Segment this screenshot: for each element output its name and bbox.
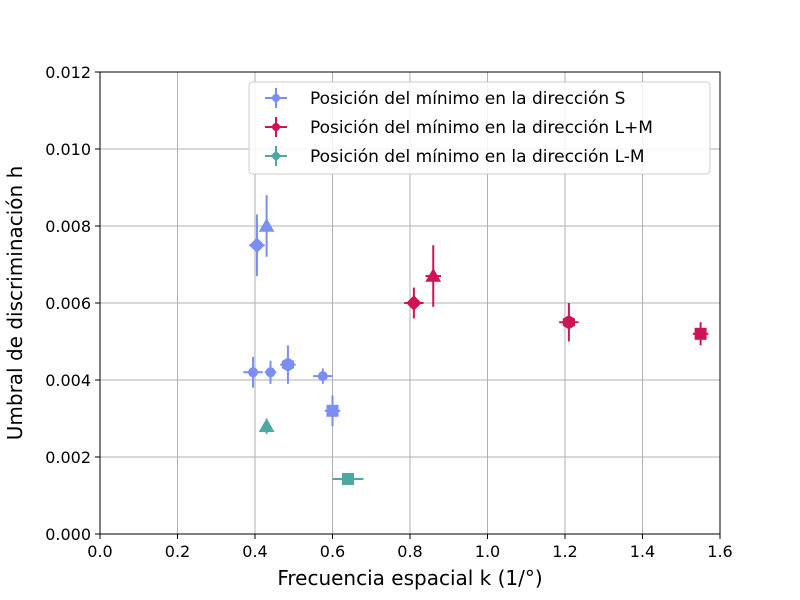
y-axis-label: Umbral de discriminación h <box>3 166 27 440</box>
data-point <box>324 395 341 427</box>
data-point <box>559 303 579 342</box>
legend-label: Posición del mínimo en la dirección L-M <box>310 147 645 167</box>
data-point <box>258 418 275 434</box>
y-axis-ticks: 0.000 0.002 0.004 0.006 0.008 0.010 0.012 <box>45 63 100 544</box>
y-tick-label: 0.004 <box>45 371 91 390</box>
y-tick-label: 0.006 <box>45 294 91 313</box>
series-3 <box>258 418 364 485</box>
legend-label: Posición del mínimo en la dirección S <box>310 89 625 109</box>
legend-marker <box>272 123 280 131</box>
triangle-marker <box>425 268 442 282</box>
legend-box <box>248 81 711 175</box>
diamond-marker <box>406 295 422 311</box>
y-tick-label: 0.012 <box>45 63 91 82</box>
x-axis-label: Frecuencia espacial k (1/°) <box>277 566 542 590</box>
data-point <box>425 245 442 307</box>
x-tick-label: 0.6 <box>320 542 345 561</box>
series-1 <box>243 195 341 427</box>
circle-marker <box>265 367 276 378</box>
x-tick-label: 0.8 <box>397 542 422 561</box>
legend-marker <box>272 152 280 160</box>
x-tick-label: 1.4 <box>630 542 655 561</box>
legend: Posición del mínimo en la dirección S Pos… <box>248 81 711 175</box>
x-tick-label: 1.0 <box>475 542 500 561</box>
y-tick-label: 0.010 <box>45 140 91 159</box>
x-tick-label: 1.2 <box>552 542 577 561</box>
data-point <box>404 287 424 319</box>
data-point <box>264 360 277 384</box>
hexagon-marker <box>281 357 295 372</box>
y-tick-label: 0.008 <box>45 217 91 236</box>
legend-entry: Posición del mínimo en la dirección S <box>265 88 625 109</box>
legend-entry: Posición del mínimo en la dirección L+M <box>265 117 653 138</box>
data-point <box>249 214 265 277</box>
data-point <box>332 472 364 485</box>
legend-entry: Posición del mínimo en la dirección L-M <box>265 146 645 167</box>
data-point <box>692 322 709 346</box>
square-marker <box>694 327 707 340</box>
series-2 <box>404 245 709 346</box>
legend-label: Posición del mínimo en la dirección L+M <box>310 118 653 138</box>
y-tick-label: 0.000 <box>45 525 91 544</box>
y-tick-label: 0.002 <box>45 448 91 467</box>
x-tick-label: 0.2 <box>165 542 190 561</box>
square-marker <box>342 472 354 485</box>
square-marker <box>326 404 339 417</box>
x-tick-label: 1.6 <box>707 542 732 561</box>
circle-marker <box>317 371 328 382</box>
data-point <box>243 356 263 388</box>
data-point <box>313 368 333 384</box>
x-tick-label: 0.4 <box>242 542 267 561</box>
diamond-marker <box>249 237 265 253</box>
circle-marker <box>248 367 259 378</box>
triangle-marker <box>258 418 275 432</box>
triangle-marker <box>258 217 275 232</box>
data-points <box>243 195 709 485</box>
legend-marker <box>272 94 280 102</box>
x-axis-ticks: 0.0 0.2 0.4 0.6 0.8 1.0 1.2 1.4 1.6 <box>87 534 733 561</box>
x-tick-label: 0.0 <box>87 542 112 561</box>
data-point <box>258 195 275 257</box>
data-point <box>280 345 296 384</box>
hexagon-marker <box>562 315 576 330</box>
